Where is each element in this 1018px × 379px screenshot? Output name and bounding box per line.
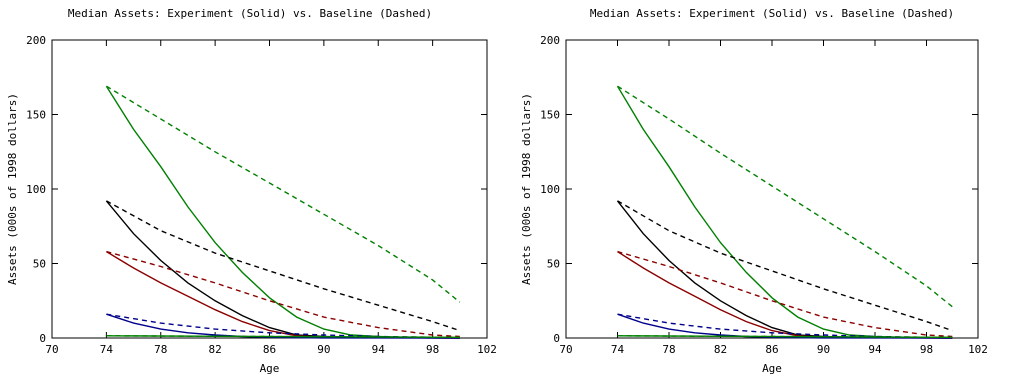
y-tick-label: 50 — [547, 258, 560, 271]
axis-ticks: 70 74 78 82 86 90 94 98 102 0 50 100 150 200 — [540, 34, 988, 356]
y-tick-label: 100 — [26, 183, 46, 196]
x-axis-label: Age — [762, 362, 782, 375]
plot-frame — [51, 39, 488, 339]
y-tick-label: 200 — [540, 34, 560, 47]
series-line-6 — [617, 313, 953, 339]
x-tick-label: 82 — [209, 343, 222, 356]
y-tick-label: 100 — [540, 183, 560, 196]
series-line-7 — [617, 313, 953, 339]
x-tick-label: 102 — [477, 343, 497, 356]
y-axis-label: Assets (000s of 1998 dollars) — [6, 93, 19, 285]
series-line-0 — [617, 85, 953, 308]
y-tick-label: 150 — [26, 109, 46, 122]
axis-ticks: 70 74 78 82 86 90 94 98 102 0 50 100 150 200 — [26, 34, 497, 356]
right-chart-panel: Median Assets: Experiment (Solid) vs. Ba… — [520, 7, 988, 375]
y-tick-label: 0 — [553, 332, 560, 345]
y-tick-label: 150 — [540, 109, 560, 122]
x-tick-label: 74 — [100, 343, 114, 356]
x-tick-label: 98 — [426, 343, 439, 356]
x-tick-label: 94 — [868, 343, 882, 356]
y-tick-label: 0 — [39, 332, 46, 345]
x-tick-label: 78 — [154, 343, 167, 356]
x-axis-label: Age — [260, 362, 280, 375]
series-lines — [105, 85, 461, 339]
series-line-5 — [617, 251, 953, 339]
left-chart-panel: Median Assets: Experiment (Solid) vs. Ba… — [6, 7, 497, 375]
series-line-4 — [617, 250, 953, 338]
series-line-3 — [105, 200, 460, 339]
series-line-5 — [106, 251, 460, 339]
series-line-2 — [617, 200, 953, 332]
series-line-4 — [106, 250, 460, 338]
x-tick-label: 90 — [317, 343, 330, 356]
x-tick-label: 70 — [45, 343, 58, 356]
x-tick-label: 74 — [611, 343, 625, 356]
series-line-9 — [106, 335, 460, 338]
x-tick-label: 70 — [559, 343, 572, 356]
series-line-6 — [106, 313, 460, 339]
x-tick-label: 78 — [662, 343, 675, 356]
x-tick-label: 102 — [968, 343, 988, 356]
series-line-1 — [616, 85, 953, 339]
series-line-7 — [106, 313, 460, 339]
x-tick-label: 82 — [714, 343, 727, 356]
x-tick-label: 90 — [817, 343, 830, 356]
plot-frame — [565, 39, 979, 339]
chart-title: Median Assets: Experiment (Solid) vs. Ba… — [590, 7, 954, 20]
series-lines — [616, 85, 953, 339]
y-tick-label: 200 — [26, 34, 46, 47]
series-line-3 — [616, 200, 953, 339]
chart-title: Median Assets: Experiment (Solid) vs. Ba… — [68, 7, 432, 20]
series-line-1 — [105, 85, 460, 339]
series-line-0 — [106, 85, 461, 303]
y-tick-label: 50 — [33, 258, 46, 271]
x-tick-label: 86 — [765, 343, 778, 356]
x-tick-label: 98 — [920, 343, 933, 356]
series-line-9 — [617, 335, 953, 338]
x-tick-label: 94 — [372, 343, 386, 356]
x-tick-label: 86 — [263, 343, 276, 356]
y-axis-label: Assets (000s of 1998 dollars) — [520, 93, 533, 285]
